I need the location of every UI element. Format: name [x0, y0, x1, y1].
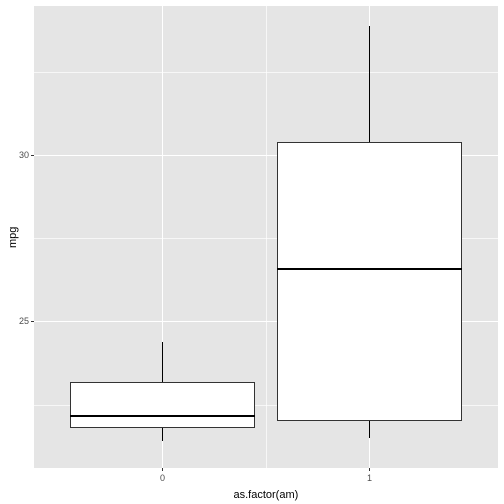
x-tick-label: 1 — [367, 474, 372, 483]
whisker-upper — [369, 26, 370, 142]
y-tick-label: 30 — [19, 151, 29, 160]
y-tick — [31, 321, 34, 322]
x-tick — [162, 468, 163, 471]
gridline-minor-v — [266, 6, 267, 468]
whisker-lower — [369, 421, 370, 438]
x-axis-title: as.factor(am) — [234, 490, 299, 501]
median-line — [70, 415, 256, 417]
whisker-lower — [162, 428, 163, 441]
y-axis-title: mpg — [8, 226, 19, 247]
x-tick-label: 0 — [160, 474, 165, 483]
y-tick — [31, 155, 34, 156]
y-tick-label: 25 — [19, 317, 29, 326]
box — [277, 142, 463, 421]
boxplot-chart: mpg as.factor(am) 25 30 0 1 — [0, 0, 504, 504]
median-line — [277, 268, 463, 270]
x-tick — [369, 468, 370, 471]
whisker-upper — [162, 342, 163, 382]
box — [70, 382, 256, 429]
